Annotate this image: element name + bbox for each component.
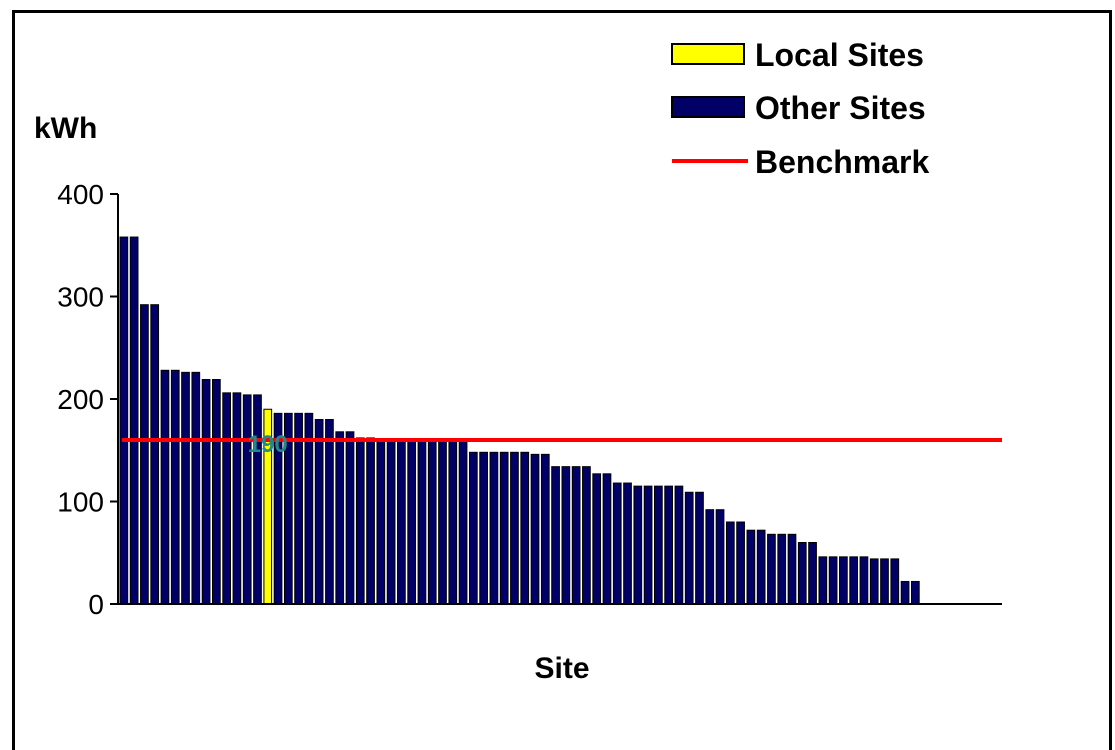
bar-other-site <box>335 431 345 605</box>
bar-other-site <box>612 482 622 605</box>
chart-frame <box>12 10 1112 750</box>
bar-other-site <box>900 580 910 605</box>
bar-other-site <box>253 394 262 605</box>
bar-other-site <box>397 439 406 605</box>
bar-other-site <box>540 453 550 605</box>
y-tick-label: 100 <box>57 487 104 518</box>
bar-other-site <box>129 236 139 605</box>
bar-other-site <box>602 473 612 605</box>
bar-other-site <box>530 453 540 605</box>
bar-other-site <box>561 466 571 605</box>
bar-other-site <box>355 437 365 605</box>
bar-other-site <box>458 439 468 605</box>
bar-other-site <box>695 491 704 605</box>
bar-other-site <box>736 521 745 605</box>
bar-other-site <box>140 304 149 605</box>
bar-other-site <box>869 558 879 605</box>
bars <box>119 236 920 605</box>
bar-other-site <box>314 419 324 605</box>
bar-other-site <box>191 371 201 605</box>
bar-other-site <box>479 451 488 605</box>
bar-other-site <box>571 466 581 605</box>
bar-other-site <box>489 451 499 605</box>
local-site-value-label: 190 <box>248 431 288 458</box>
bar-other-site <box>386 439 396 605</box>
bar-other-site <box>674 485 684 605</box>
bar-other-site <box>119 236 129 605</box>
bar-other-site <box>664 485 673 605</box>
legend: Local Sites Other Sites Benchmark <box>671 37 930 180</box>
bar-other-site <box>438 439 447 605</box>
bar-other-site <box>499 451 509 605</box>
bar-other-site <box>839 556 848 605</box>
bar-other-site <box>859 556 869 605</box>
bar-other-site <box>684 491 694 605</box>
bar-other-site <box>725 521 735 605</box>
bar-other-site <box>582 466 591 605</box>
bar-other-site <box>417 439 427 605</box>
bar-other-site <box>520 451 530 605</box>
bar-other-site <box>427 439 437 605</box>
bar-other-site <box>787 533 797 605</box>
bar-other-site <box>797 542 807 605</box>
bar-other-site <box>715 509 725 605</box>
y-tick-label: 0 <box>88 589 104 620</box>
bar-other-site <box>818 556 828 605</box>
bar-other-site <box>201 379 211 605</box>
bar-other-site <box>705 509 715 605</box>
bar-other-site <box>232 392 242 605</box>
bar-other-site <box>181 371 190 605</box>
bar-other-site <box>551 466 560 605</box>
bar-other-site <box>910 580 920 605</box>
legend-label-local: Local Sites <box>755 37 924 73</box>
legend-swatch-local <box>671 43 745 65</box>
bar-other-site <box>376 439 386 605</box>
bar-other-site <box>890 558 900 605</box>
y-tick-label: 200 <box>57 384 104 415</box>
bar-other-site <box>345 431 355 605</box>
bar-other-site <box>222 392 231 605</box>
bar-other-site <box>746 529 756 605</box>
bar-other-site <box>212 379 221 605</box>
bar-other-site <box>160 369 170 605</box>
bar-other-site <box>150 304 160 605</box>
bar-other-site <box>242 394 252 605</box>
bar-other-site <box>777 533 787 605</box>
legend-swatch-other <box>671 96 745 118</box>
bar-other-site <box>366 437 375 605</box>
y-ticks: 0 100 200 300 400 <box>57 179 118 620</box>
bar-other-site <box>623 482 632 605</box>
bar-other-site <box>643 485 653 605</box>
legend-label-other: Other Sites <box>755 90 926 126</box>
bar-other-site <box>828 556 838 605</box>
bar-other-site <box>592 473 602 605</box>
bar-other-site <box>633 485 643 605</box>
bar-other-site <box>468 451 478 605</box>
bar-other-site <box>756 529 766 605</box>
bar-other-site <box>808 542 817 605</box>
bar-other-site <box>170 369 180 605</box>
y-tick-label: 300 <box>57 282 104 313</box>
bar-other-site <box>849 556 859 605</box>
bar-other-site <box>510 451 519 605</box>
y-axis-title: kWh <box>34 112 97 145</box>
bar-other-site <box>448 439 458 605</box>
x-axis-title: Site <box>534 652 589 685</box>
bar-other-site <box>654 485 663 605</box>
bar-other-site <box>325 419 334 605</box>
bar-other-site <box>767 533 776 605</box>
y-tick-label: 400 <box>57 179 104 210</box>
bar-other-site <box>880 558 889 605</box>
legend-label-benchmark: Benchmark <box>755 144 930 180</box>
bar-other-site <box>407 439 417 605</box>
